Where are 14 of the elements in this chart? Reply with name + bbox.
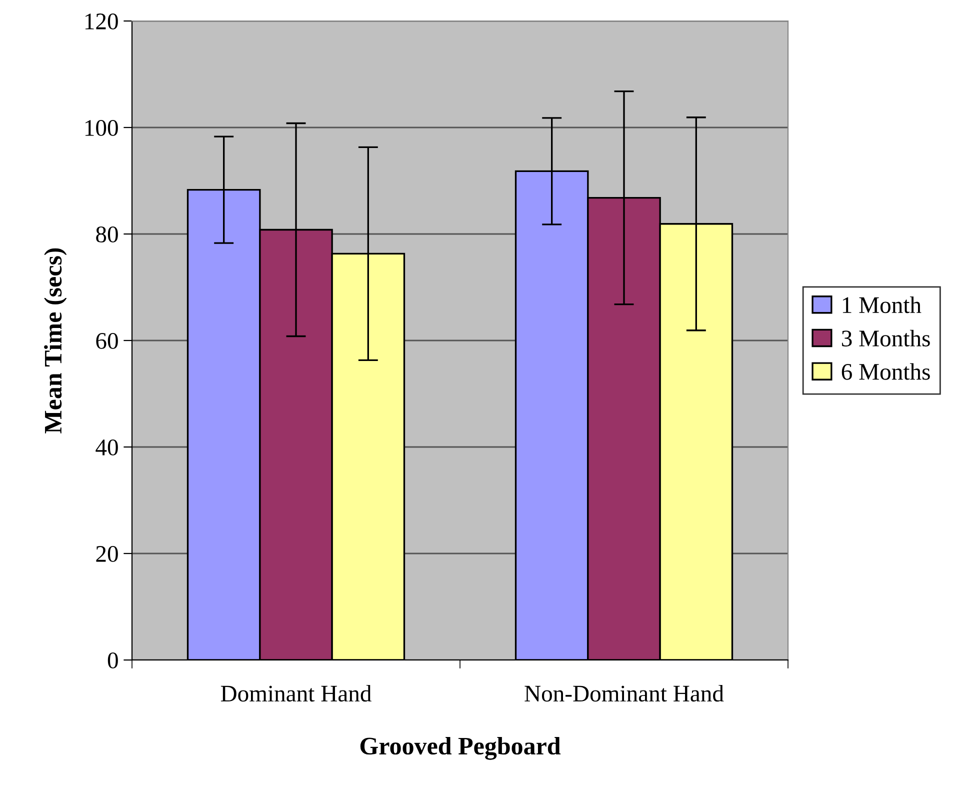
y-axis-title: Mean Time (secs) <box>44 248 67 434</box>
x-tick-label: Dominant Hand <box>220 685 372 702</box>
x-tick-label: Non-Dominant Hand <box>524 685 724 702</box>
y-tick-label: 120 <box>85 13 118 30</box>
legend-label: 3 Months <box>842 330 930 346</box>
x-axis-title: Grooved Pegboard <box>360 736 561 760</box>
legend-label: 6 Months <box>842 363 930 380</box>
y-tick-label: 100 <box>85 120 118 136</box>
y-tick-label: 40 <box>96 439 118 456</box>
legend-label: 1 Month <box>842 296 922 314</box>
y-tick-label: 80 <box>96 226 118 242</box>
y-tick-label: 20 <box>96 546 118 562</box>
y-tick-label: 60 <box>96 332 118 349</box>
y-tick-label: 0 <box>108 652 118 668</box>
